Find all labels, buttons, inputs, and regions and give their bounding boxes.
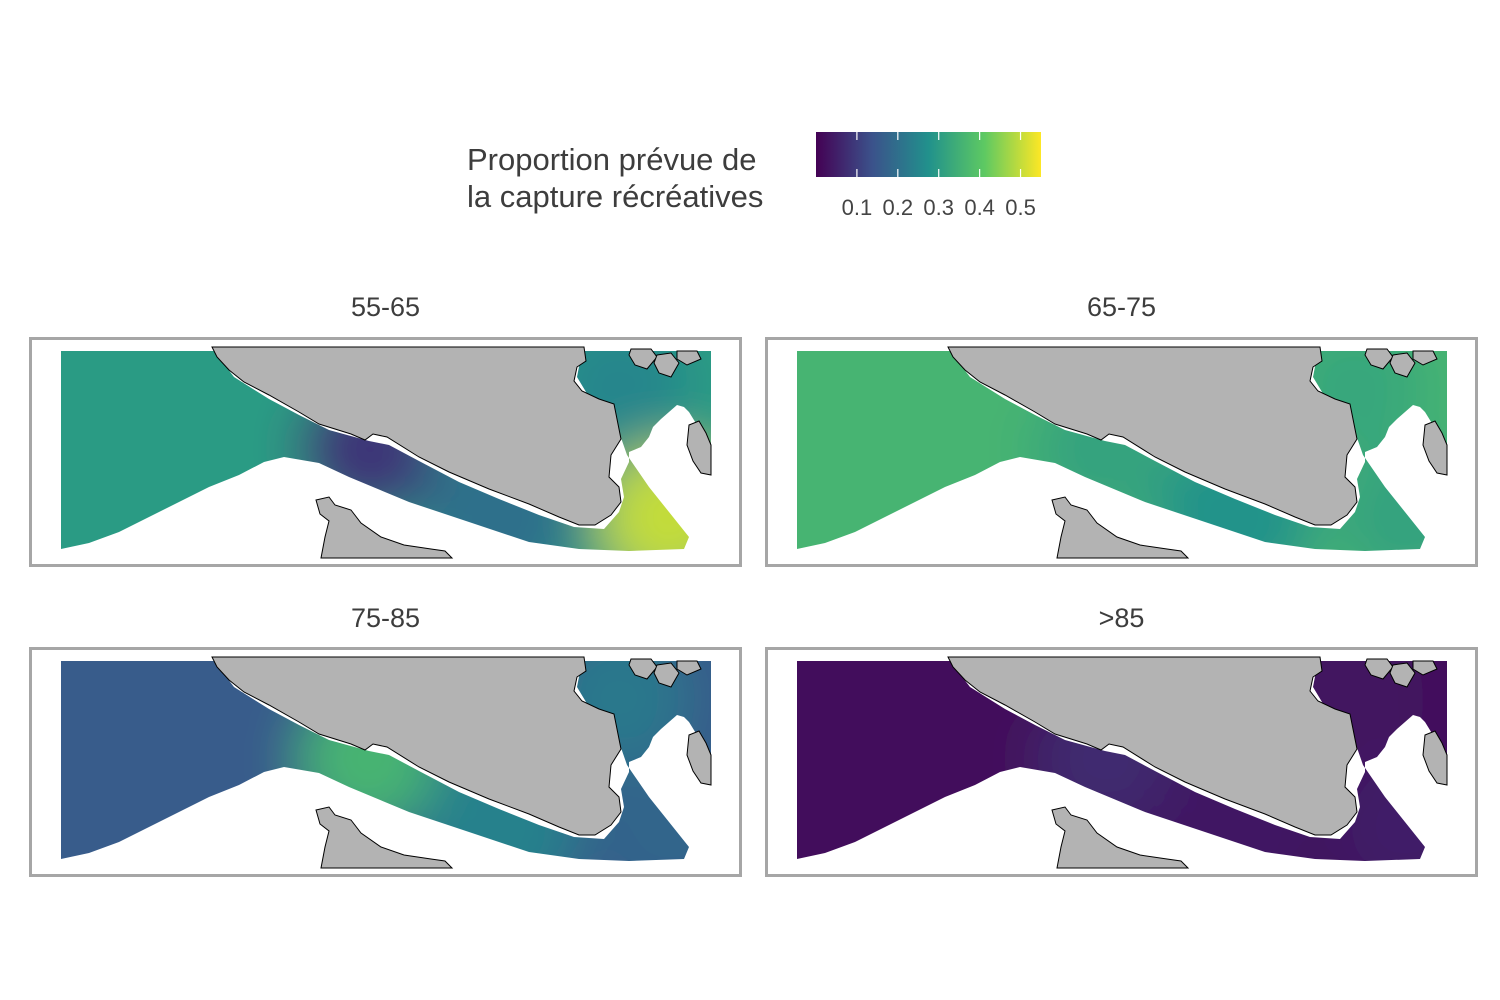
mainland	[947, 346, 1358, 526]
panel-title-3: 75-85	[350, 603, 421, 633]
small-island	[1389, 352, 1416, 378]
south-island	[315, 496, 454, 559]
east-island	[686, 420, 712, 476]
legend-colorbar	[816, 132, 1041, 177]
mainland	[211, 346, 622, 526]
mainland	[211, 656, 622, 836]
panel-border	[765, 337, 1478, 567]
panel-border	[765, 647, 1478, 877]
value-zone-south-east	[599, 447, 711, 551]
small-island	[653, 662, 680, 688]
panel-title-4: >85	[1098, 603, 1145, 633]
legend-tick-label: 0.1	[842, 195, 873, 220]
east-island	[686, 730, 712, 786]
map-panel-2	[765, 337, 1478, 567]
panel-border	[29, 647, 742, 877]
legend-title-line-1: Proportion prévue de	[467, 142, 757, 177]
legend-tick-label: 0.3	[923, 195, 954, 220]
small-island	[676, 350, 702, 366]
panel-title-1: 55-65	[350, 292, 421, 322]
legend-tick-label: 0.4	[964, 195, 995, 220]
small-island	[1389, 662, 1416, 688]
mainland	[947, 656, 1358, 836]
panel-title-2: 65-75	[1086, 292, 1157, 322]
south-island	[1051, 496, 1190, 559]
panel-border	[29, 337, 742, 567]
small-island	[653, 352, 680, 378]
small-island	[1412, 350, 1438, 366]
legend-tick-label: 0.2	[883, 195, 914, 220]
land	[211, 346, 712, 559]
map-panel-4	[765, 647, 1478, 877]
legend-title: Proportion prévue de la capture récréati…	[467, 141, 812, 215]
legend-tick-label: 0.5	[1005, 195, 1036, 220]
map-panel-3	[29, 647, 742, 877]
map-panel-1	[29, 337, 742, 567]
small-island	[1412, 660, 1438, 676]
value-zone-south-east	[1335, 757, 1447, 861]
south-island	[315, 806, 454, 869]
small-island	[1364, 658, 1394, 680]
land	[211, 656, 712, 869]
east-island	[1422, 730, 1448, 786]
color-legend: 0.1 0.2 0.3 0.4 0.5	[816, 132, 1041, 220]
small-island	[676, 660, 702, 676]
east-island	[1422, 420, 1448, 476]
value-zone-south-east	[599, 757, 711, 861]
small-island	[628, 658, 658, 680]
land	[947, 346, 1448, 559]
legend-title-line-2: la capture récréatives	[467, 179, 764, 214]
value-zone-south-east	[1335, 447, 1447, 551]
small-island	[1364, 348, 1394, 370]
south-island	[1051, 806, 1190, 869]
small-island	[628, 348, 658, 370]
land	[947, 656, 1448, 869]
